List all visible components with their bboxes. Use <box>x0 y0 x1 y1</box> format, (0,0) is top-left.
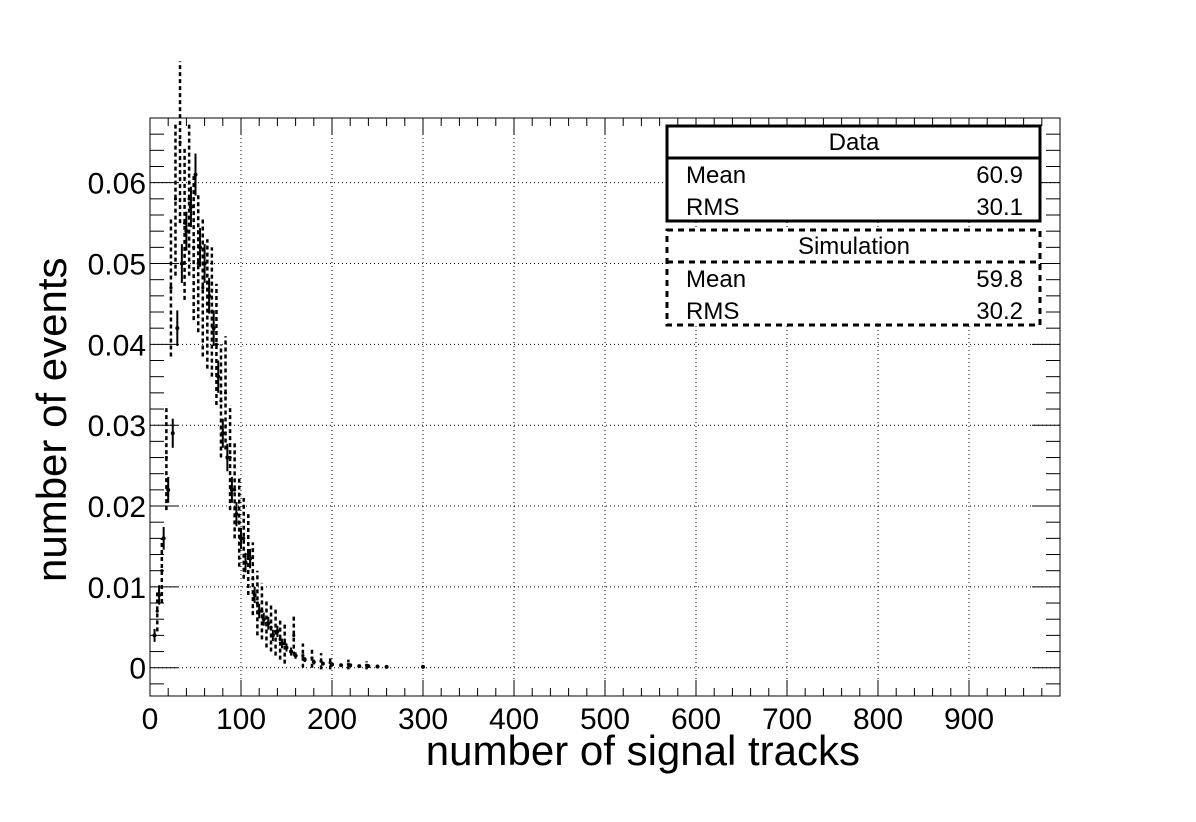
x-tick-label: 400 <box>489 703 539 736</box>
x-tick-label: 100 <box>216 703 266 736</box>
simulation-point <box>192 245 196 249</box>
x-tick-label: 600 <box>671 703 721 736</box>
y-tick-label: 0.02 <box>88 491 146 524</box>
data-point <box>184 229 189 234</box>
simulation-point <box>273 629 278 633</box>
data-point <box>339 663 344 668</box>
simulation-point <box>328 661 332 665</box>
y-tick-label: 0 <box>129 653 146 686</box>
simulation-point <box>260 609 264 613</box>
simulation-point <box>319 659 323 663</box>
tick-labels: 0 100 200 300 400 500 600 700 800 900 0 0.01 0.02 0.0… <box>88 168 994 736</box>
simulation-point <box>283 641 287 646</box>
simulation-point <box>310 656 314 660</box>
x-tick-label: 700 <box>762 703 812 736</box>
simulation-point <box>228 455 232 460</box>
simulation-point <box>237 520 241 524</box>
stats-box-data-mean-value: 60.9 <box>976 162 1023 189</box>
y-tick-label: 0.01 <box>88 572 146 605</box>
y-tick-label: 0.05 <box>88 249 146 282</box>
x-axis-title: number of signal tracks <box>426 727 860 774</box>
simulation-point <box>173 197 178 201</box>
stats-box-simulation-mean-value: 59.8 <box>976 266 1023 293</box>
simulation-point <box>160 569 164 573</box>
data-point <box>188 204 193 209</box>
x-tick-label: 0 <box>142 703 159 736</box>
stats-box-data: Data Mean 60.9 RMS 30.1 <box>665 124 1042 223</box>
data-point <box>375 664 380 669</box>
x-tick-label: 300 <box>398 703 448 736</box>
simulation-point <box>205 302 209 306</box>
y-axis-title: number of events <box>28 257 75 582</box>
simulation-point <box>251 577 255 581</box>
data-point <box>193 172 198 177</box>
simulation-point <box>214 342 219 346</box>
simulation-point <box>201 286 205 290</box>
data-point <box>384 664 389 669</box>
simulation-point <box>233 488 237 492</box>
data-point <box>357 664 362 669</box>
simulation-point <box>292 633 296 637</box>
stats-box-data-rms-value: 30.1 <box>976 194 1023 221</box>
simulation-point <box>210 310 214 314</box>
stats-box-simulation: Simulation Mean 59.8 RMS 30.2 <box>665 228 1042 327</box>
data-point <box>421 664 425 669</box>
simulation-point <box>278 637 282 642</box>
data-point <box>170 431 175 436</box>
y-tick-label: 0.06 <box>88 168 146 201</box>
simulation-point <box>182 221 187 225</box>
simulation-point <box>364 663 369 667</box>
simulation-point <box>178 140 182 144</box>
stats-box-data-frame <box>665 124 1042 223</box>
x-tick-label: 800 <box>853 703 903 736</box>
stats-box-simulation-title: Simulation <box>798 233 910 260</box>
stats-box-data-mean-label: Mean <box>686 162 746 189</box>
data-point <box>320 661 325 666</box>
data-point <box>152 633 157 638</box>
simulation-point <box>219 399 223 403</box>
data-series <box>152 61 425 670</box>
simulation-point <box>246 552 250 557</box>
axis-ticks <box>149 118 1060 696</box>
simulation-point <box>346 662 350 667</box>
simulation-point <box>269 625 273 629</box>
simulation-point <box>196 261 200 266</box>
simulation-point <box>223 391 228 395</box>
data-point <box>175 326 180 331</box>
simulation-point <box>242 536 246 540</box>
data-point <box>311 660 316 665</box>
y-tick-label: 0.04 <box>88 329 146 362</box>
stats-box-simulation-mean-label: Mean <box>686 266 746 293</box>
plot-frame <box>149 117 1061 697</box>
x-tick-label: 500 <box>580 703 630 736</box>
x-tick-label: 900 <box>944 703 994 736</box>
y-tick-label: 0.03 <box>88 410 146 443</box>
stats-box-simulation-rms-label: RMS <box>686 298 739 325</box>
simulation-point <box>187 197 191 201</box>
data-point <box>289 649 294 654</box>
data-point <box>179 261 184 266</box>
stats-box-simulation-rms-value: 30.2 <box>976 298 1023 325</box>
simulation-point <box>301 653 305 658</box>
simulation-point <box>169 286 173 290</box>
simulation-point <box>164 455 168 460</box>
data-point <box>225 455 230 460</box>
simulation-point <box>255 601 259 605</box>
x-tick-label: 200 <box>307 703 357 736</box>
stats-box-data-rms-label: RMS <box>686 194 739 221</box>
stats-box-data-title: Data <box>829 129 880 156</box>
simulation-point <box>264 621 269 625</box>
stats-box-simulation-frame <box>665 228 1042 327</box>
simulation-point <box>155 609 159 613</box>
